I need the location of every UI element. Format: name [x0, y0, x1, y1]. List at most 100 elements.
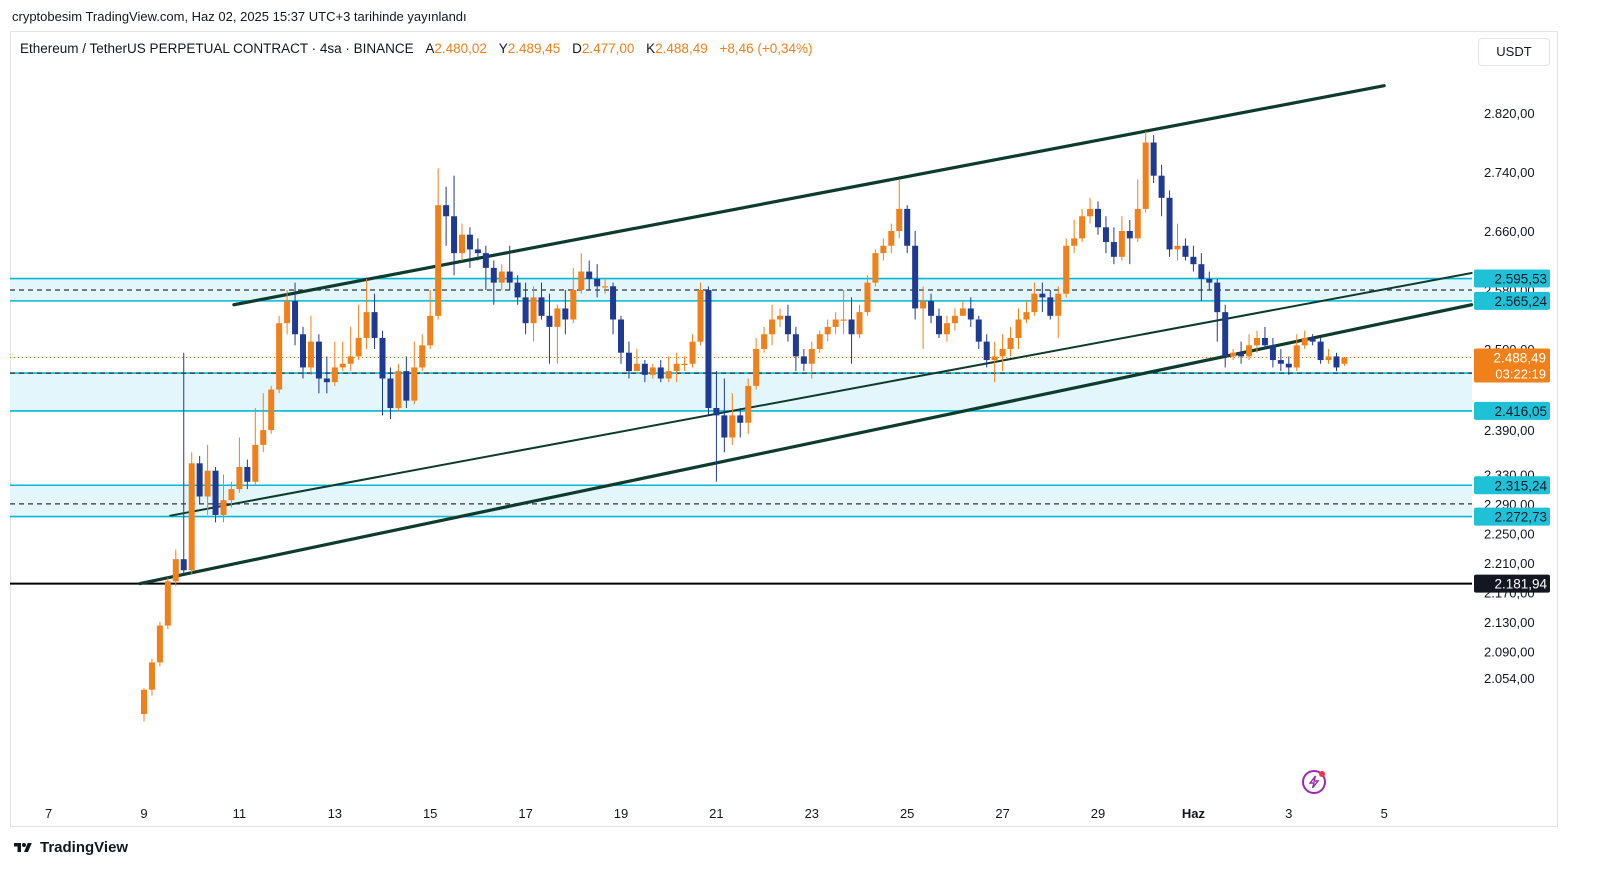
- candle-body: [888, 231, 895, 246]
- time-tick-label: 7: [45, 806, 52, 821]
- candle-body: [514, 282, 521, 298]
- candle-body: [323, 378, 330, 383]
- candle-body: [777, 315, 783, 320]
- high-value: 2.489,45: [507, 41, 561, 56]
- candle-body: [840, 319, 847, 321]
- candle-body: [824, 326, 831, 335]
- candle-body: [490, 267, 497, 283]
- candle-body: [1158, 175, 1165, 198]
- candle-body: [1071, 238, 1078, 246]
- candle-body: [148, 662, 155, 690]
- candle-body: [276, 323, 283, 390]
- candle-body: [172, 559, 179, 582]
- candle-body: [1230, 352, 1237, 357]
- candle-body: [959, 308, 966, 316]
- price-label-box: [1474, 574, 1550, 593]
- candle-body: [1301, 337, 1308, 346]
- price-label-box: [1474, 476, 1550, 495]
- trendline-0[interactable]: [232, 84, 1386, 307]
- candle-body: [594, 278, 601, 287]
- candle-body: [371, 312, 378, 338]
- candle-body: [141, 689, 147, 715]
- candle-body: [331, 367, 338, 383]
- candle-body: [792, 334, 799, 357]
- price-axis: 2.820,002.740,002.660,002.580,002.500,00…: [1484, 106, 1535, 686]
- open-label: A: [425, 41, 435, 56]
- candle-body: [983, 341, 990, 361]
- candle-body: [180, 559, 187, 571]
- candle-body: [1055, 293, 1062, 316]
- candle-body: [300, 334, 306, 368]
- candle-body: [713, 408, 720, 416]
- time-tick-label: 25: [900, 806, 914, 821]
- candle-body: [753, 349, 760, 386]
- candle-body: [1118, 231, 1125, 257]
- candle-body: [578, 271, 585, 290]
- candle-body: [745, 385, 752, 423]
- candle-body: [188, 463, 195, 571]
- time-tick-label: Haz: [1182, 806, 1206, 821]
- candle-body: [999, 349, 1006, 357]
- price-label-text: 2.315,24: [1494, 478, 1547, 493]
- candle-body: [1182, 245, 1189, 257]
- candle-body: [506, 271, 513, 283]
- high-label: Y: [498, 41, 508, 56]
- candle-body: [466, 234, 473, 250]
- price-tick-label: 2.820,00: [1484, 106, 1535, 121]
- candle-body: [220, 500, 227, 515]
- flash-icon[interactable]: [1302, 770, 1326, 794]
- price-label-text: 2.272,73: [1494, 510, 1547, 525]
- candle-body: [196, 463, 203, 497]
- change-value: +8,46 (+0,34%): [719, 41, 813, 56]
- candle-body: [387, 378, 394, 408]
- currency-button[interactable]: USDT: [1478, 38, 1550, 66]
- candle-body: [395, 371, 402, 408]
- time-tick-label: 13: [328, 806, 342, 821]
- candle-body: [1238, 352, 1245, 357]
- candle-body: [498, 271, 505, 283]
- candle-body: [204, 470, 211, 497]
- candle-body: [673, 363, 680, 372]
- candle-body: [657, 367, 664, 379]
- time-tick-label: 11: [233, 806, 247, 821]
- candle-body: [530, 297, 537, 324]
- last-price-text: 2.488,49: [1493, 350, 1546, 365]
- candle-body: [721, 415, 728, 438]
- candle-body: [784, 315, 791, 335]
- candle-body: [443, 205, 450, 217]
- candle-body: [920, 301, 927, 309]
- candle-body: [991, 356, 998, 361]
- tradingview-brand[interactable]: TradingView: [12, 839, 128, 856]
- candle-body: [1023, 312, 1030, 320]
- candle-body: [1102, 227, 1109, 243]
- candle-body: [1285, 363, 1292, 368]
- candle-body: [586, 271, 593, 279]
- candle-body: [697, 290, 704, 342]
- close-value: 2.488,49: [655, 41, 708, 56]
- candle-body: [649, 367, 656, 375]
- candle-body: [943, 323, 950, 335]
- price-tick-label: 2.390,00: [1484, 423, 1535, 438]
- candle-body: [1269, 345, 1276, 361]
- zone-1: [10, 373, 1472, 411]
- price-tick-label: 2.054,00: [1484, 671, 1535, 686]
- candle-body: [737, 415, 744, 423]
- price-tick-label: 2.660,00: [1484, 224, 1535, 239]
- flash-button[interactable]: [1302, 770, 1326, 794]
- candle-body: [1142, 142, 1149, 209]
- candle-body: [633, 363, 640, 372]
- trendline-1[interactable]: [169, 272, 1473, 517]
- chart-frame: [10, 31, 1558, 827]
- candle-body: [156, 625, 163, 663]
- candle-body: [244, 467, 251, 482]
- candle-body: [1095, 208, 1101, 228]
- candle-body: [164, 581, 171, 626]
- candle-body: [856, 312, 863, 335]
- time-tick-label: 9: [140, 806, 147, 821]
- time-tick-label: 27: [995, 806, 1009, 821]
- candle-body: [729, 415, 736, 438]
- price-label-text: 2.416,05: [1494, 404, 1547, 419]
- candle-body: [1047, 297, 1054, 316]
- open-value: 2.480,02: [434, 41, 487, 56]
